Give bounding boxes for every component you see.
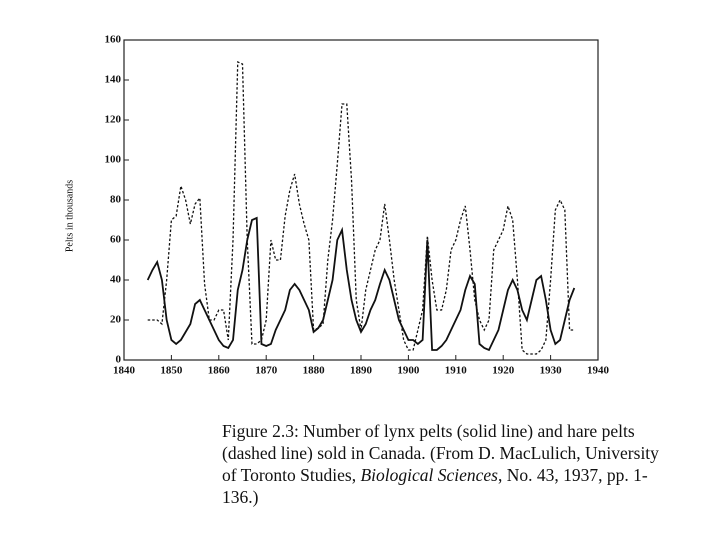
x-tick-label: 1870 xyxy=(255,365,278,377)
caption: Figure 2.3: Number of lynx pelts (solid … xyxy=(222,420,667,508)
caption-italic: Biological Sciences xyxy=(360,465,498,485)
caption-text: Figure 2.3: Number of lynx pelts (solid … xyxy=(222,421,659,485)
plot-frame xyxy=(123,39,599,361)
x-tick-label: 1890 xyxy=(350,365,373,377)
x-tick-label: 1850 xyxy=(160,365,183,377)
y-tick-label: 60 xyxy=(110,234,122,246)
y-tick-label: 20 xyxy=(110,314,122,326)
y-axis-label: Pelts in thousands xyxy=(64,180,75,252)
x-tick-label: 1860 xyxy=(208,365,231,377)
x-tick-label: 1900 xyxy=(397,365,420,377)
x-tick-label: 1880 xyxy=(303,365,326,377)
x-tick-label: 1930 xyxy=(540,365,563,377)
x-tick-label: 1840 xyxy=(113,365,136,377)
data-line xyxy=(146,216,576,352)
y-tick-label: 40 xyxy=(110,274,122,286)
y-tick-label: 120 xyxy=(105,114,122,126)
x-tick-label: 1910 xyxy=(445,365,468,377)
chart: Pelts in thousands 0 20 40 60 80 100 120 140 160… xyxy=(64,34,610,377)
data-line xyxy=(147,61,575,355)
y-tick-label: 80 xyxy=(110,194,122,206)
y-tick-label: 160 xyxy=(105,34,122,46)
y-tick-label: 140 xyxy=(105,74,122,86)
caption-text: , No. 43, 1937, pp. 1-136.) xyxy=(222,465,648,507)
x-tick-label: 1920 xyxy=(492,365,515,377)
x-tick-label: 1940 xyxy=(587,365,610,377)
y-tick-label: 100 xyxy=(105,154,122,166)
y-tick-label: 0 xyxy=(116,354,122,366)
